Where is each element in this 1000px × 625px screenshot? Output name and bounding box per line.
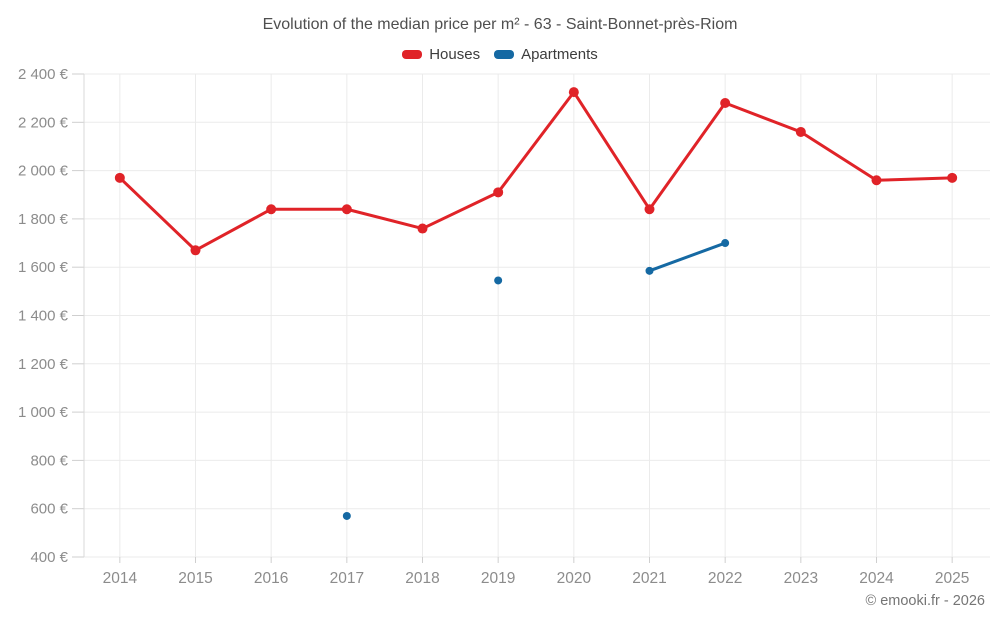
x-tick-label: 2021 (632, 570, 666, 587)
apartments-line-segment (648, 241, 727, 273)
houses-line-segment (194, 207, 273, 252)
y-tick-label: 1 600 € (18, 259, 69, 276)
houses-line-segment (648, 101, 727, 211)
x-tick-label: 2016 (254, 570, 288, 587)
y-tick-label: 2 200 € (18, 114, 69, 131)
x-tick-label: 2020 (557, 570, 592, 587)
houses-point-2025[interactable] (947, 172, 958, 183)
houses-point-2018[interactable] (417, 223, 428, 234)
y-tick-label: 1 800 € (18, 211, 69, 228)
x-tick-label: 2017 (330, 570, 364, 587)
apartments-point-2017[interactable] (342, 511, 351, 520)
copyright-credit: © emooki.fr - 2026 (865, 593, 985, 609)
houses-line-segment (572, 90, 651, 211)
legend-item-apartments[interactable]: Apartments (494, 46, 598, 63)
houses-point-2021[interactable] (644, 204, 655, 215)
x-tick-label: 2025 (935, 570, 969, 587)
y-tick-label: 2 400 € (18, 66, 69, 83)
legend-item-houses[interactable]: Houses (402, 46, 480, 63)
houses-line-segment (723, 101, 803, 134)
houses-point-2023[interactable] (795, 126, 806, 137)
houses-line-segment (421, 190, 500, 231)
x-tick-label: 2024 (859, 570, 894, 587)
apartments-point-2021[interactable] (645, 266, 654, 275)
apartments-point-2019[interactable] (494, 276, 503, 285)
houses-point-2015[interactable] (190, 245, 201, 256)
x-tick-label: 2014 (103, 570, 138, 587)
houses-point-2014[interactable] (114, 172, 125, 183)
houses-point-2022[interactable] (720, 97, 731, 108)
y-tick-label: 600 € (30, 501, 68, 518)
y-tick-label: 1 400 € (18, 308, 69, 325)
houses-line-segment (118, 176, 197, 252)
x-tick-label: 2022 (708, 570, 742, 587)
y-tick-label: 1 000 € (18, 404, 69, 421)
chart-legend: Houses Apartments (0, 46, 1000, 63)
y-tick-label: 400 € (30, 549, 68, 566)
y-tick-label: 1 200 € (18, 356, 69, 373)
x-tick-label: 2018 (405, 570, 439, 587)
apartments-legend-label: Apartments (521, 46, 598, 63)
apartments-point-2022[interactable] (721, 239, 730, 248)
houses-legend-swatch (402, 50, 423, 59)
houses-legend-label: Houses (429, 46, 481, 63)
y-tick-label: 800 € (30, 452, 68, 469)
x-tick-label: 2019 (481, 570, 515, 587)
houses-point-2020[interactable] (568, 87, 579, 98)
houses-point-2017[interactable] (341, 204, 352, 215)
x-tick-label: 2023 (784, 570, 818, 587)
houses-point-2019[interactable] (493, 187, 504, 198)
houses-line-segment (799, 130, 878, 182)
houses-line-segment (345, 207, 424, 231)
apartments-legend-swatch (494, 50, 515, 59)
houses-line-segment (875, 176, 954, 182)
houses-line-segment (496, 90, 576, 194)
houses-point-2016[interactable] (266, 204, 277, 215)
chart-title: Evolution of the median price per m² - 6… (262, 16, 738, 33)
x-tick-label: 2015 (178, 570, 212, 587)
houses-point-2024[interactable] (871, 175, 882, 186)
y-tick-label: 2 000 € (18, 163, 69, 180)
